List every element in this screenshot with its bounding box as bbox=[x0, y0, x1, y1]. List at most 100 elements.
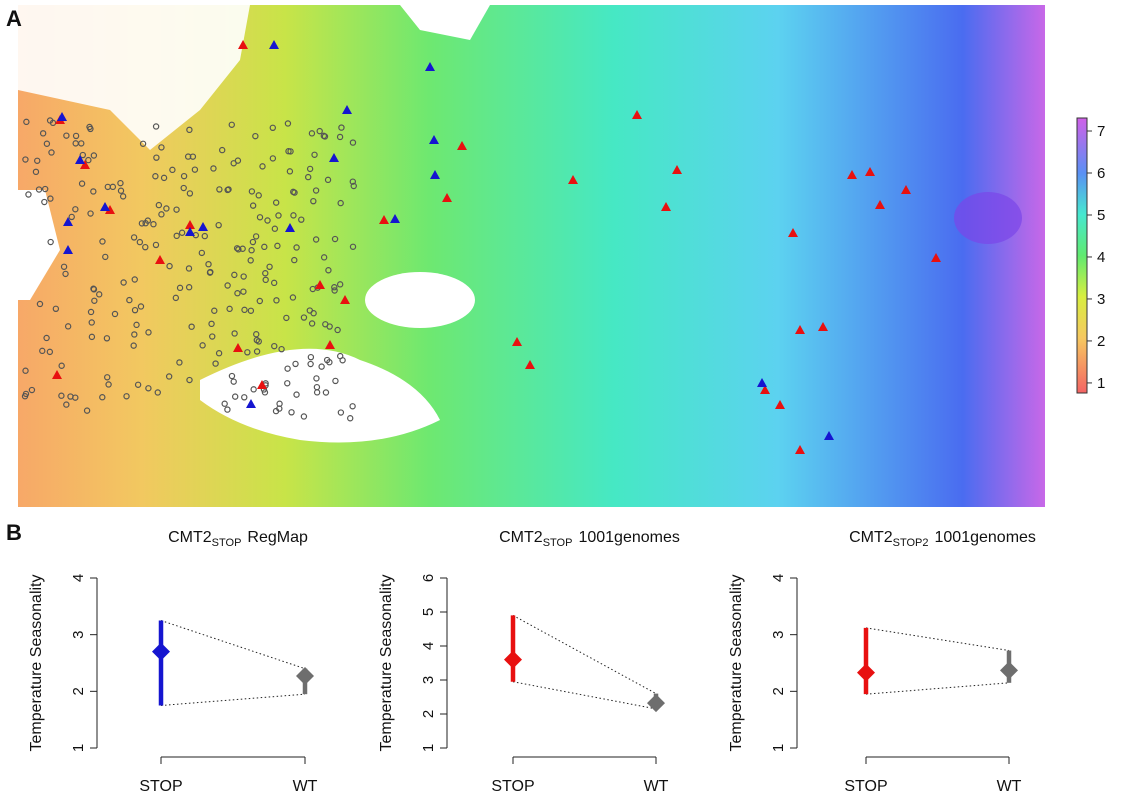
title-sub: STOP bbox=[543, 537, 573, 549]
sample-circle bbox=[60, 263, 68, 270]
sample-circle bbox=[244, 349, 251, 356]
sample-circle bbox=[332, 377, 339, 385]
sample-triangle bbox=[661, 202, 671, 211]
title-sub: STOP bbox=[212, 537, 242, 549]
sample-circle bbox=[287, 148, 294, 155]
title-rest: 1001genomes bbox=[935, 529, 1036, 546]
sample-circle bbox=[198, 249, 206, 257]
sample-circle bbox=[104, 374, 111, 381]
sample-circle bbox=[176, 359, 183, 366]
sample-circle bbox=[284, 380, 291, 387]
sample-circle bbox=[32, 168, 40, 176]
sample-circle bbox=[47, 238, 54, 246]
sample-circle bbox=[313, 375, 320, 382]
colorbar-tick-label: 3 bbox=[1097, 291, 1105, 308]
sample-triangle bbox=[285, 223, 295, 232]
sample-triangle bbox=[795, 325, 805, 334]
sample-circle bbox=[90, 188, 97, 195]
chart-title: CMT2STOP2 1001genomes bbox=[849, 529, 1036, 549]
sample-triangle bbox=[931, 253, 941, 262]
sample-circle bbox=[331, 287, 338, 294]
sample-triangle bbox=[63, 245, 73, 254]
sample-triangle bbox=[672, 165, 682, 174]
sample-circle bbox=[85, 156, 92, 164]
connector bbox=[160, 693, 306, 706]
x-tick-label: STOP bbox=[491, 778, 534, 795]
sample-circle bbox=[72, 132, 80, 140]
sample-triangle bbox=[847, 170, 857, 179]
sample-triangle bbox=[52, 370, 62, 379]
sample-triangle bbox=[63, 217, 73, 226]
panel-label: B bbox=[6, 520, 22, 545]
sample-circle bbox=[63, 401, 70, 408]
sample-circle bbox=[63, 132, 70, 139]
panel-label: A bbox=[6, 6, 22, 31]
sample-circle bbox=[298, 216, 305, 223]
sample-circle bbox=[207, 268, 214, 276]
sample-circle bbox=[272, 199, 280, 206]
sample-circle bbox=[208, 320, 215, 328]
point bbox=[504, 650, 522, 669]
sample-circle bbox=[311, 151, 318, 158]
sample-triangle bbox=[525, 360, 535, 369]
sample-circle bbox=[185, 284, 193, 291]
y-tick-label: 5 bbox=[420, 608, 437, 616]
sample-circle bbox=[186, 190, 194, 197]
sample-circle bbox=[62, 270, 69, 278]
title-rest: RegMap bbox=[247, 529, 308, 546]
sample-circle bbox=[43, 334, 50, 342]
sample-circle bbox=[228, 121, 235, 128]
sample-circle bbox=[209, 333, 216, 340]
sample-triangle bbox=[238, 40, 248, 49]
sample-triangle bbox=[865, 167, 875, 176]
sample-circle bbox=[152, 173, 159, 180]
sample-circle bbox=[278, 345, 285, 353]
sample-circle bbox=[215, 350, 223, 357]
sample-circle bbox=[158, 211, 165, 218]
sample-circle bbox=[269, 124, 276, 132]
sample-circle bbox=[252, 132, 259, 140]
sample-circle bbox=[79, 151, 87, 159]
sample-circle bbox=[210, 165, 217, 172]
title-rest: 1001genomes bbox=[578, 529, 679, 546]
sample-circle bbox=[169, 166, 176, 174]
sample-circle bbox=[39, 130, 47, 137]
y-tick-label: 3 bbox=[420, 676, 437, 684]
chart-title: CMT2STOP RegMap bbox=[168, 529, 308, 549]
sample-circle bbox=[253, 336, 261, 344]
y-tick-label: 1 bbox=[770, 744, 787, 752]
sample-triangle bbox=[340, 295, 350, 304]
sample-circle bbox=[22, 390, 30, 398]
sample-circle bbox=[152, 123, 160, 130]
sample-circle bbox=[117, 179, 124, 187]
y-axis-label: Temperature Seasonality bbox=[378, 575, 395, 752]
title-main: CMT2 bbox=[849, 529, 893, 546]
sample-circle bbox=[256, 214, 264, 221]
connector bbox=[512, 614, 657, 695]
colorbar-tick-label: 4 bbox=[1097, 249, 1105, 266]
sample-circle bbox=[240, 273, 247, 280]
sample-circle bbox=[270, 279, 278, 287]
sample-circle bbox=[231, 330, 238, 337]
sample-circle bbox=[48, 149, 55, 156]
sample-circle bbox=[289, 294, 297, 301]
sample-circle bbox=[247, 307, 255, 314]
sample-circle bbox=[134, 381, 142, 388]
sample-circle bbox=[249, 238, 257, 246]
sample-circle bbox=[255, 192, 262, 199]
sample-triangle bbox=[901, 185, 911, 194]
sample-circle bbox=[145, 329, 152, 336]
point bbox=[647, 694, 665, 713]
sample-circle bbox=[253, 331, 260, 338]
x-tick-label: WT bbox=[293, 778, 318, 795]
sample-circle bbox=[180, 172, 188, 180]
sample-circle bbox=[216, 186, 223, 193]
sample-circle bbox=[87, 210, 94, 217]
sample-circle bbox=[64, 323, 72, 330]
sample-circle bbox=[300, 413, 308, 420]
sample-circle bbox=[41, 198, 48, 206]
sample-triangle bbox=[425, 62, 435, 71]
sample-circle bbox=[58, 362, 65, 369]
x-tick-label: WT bbox=[644, 778, 669, 795]
sample-circle bbox=[231, 271, 238, 279]
